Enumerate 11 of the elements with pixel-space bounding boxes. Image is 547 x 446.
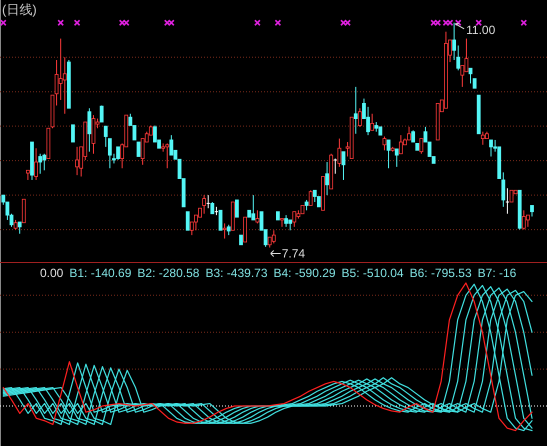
- text: B4: -590.29: [274, 266, 336, 280]
- annotation: 11.00: [466, 22, 496, 37]
- text: B5: -510.04: [342, 266, 404, 280]
- text: B6: -795.53: [410, 266, 472, 280]
- text: B2: -280.58: [137, 266, 200, 280]
- text: B7: -16: [478, 266, 517, 280]
- text: B1: -140.69: [69, 266, 132, 280]
- annotation: 7.74: [282, 246, 306, 261]
- text: B3: -439.73: [205, 266, 268, 280]
- chart-title: (日线): [2, 2, 37, 17]
- text: 0.00: [40, 266, 64, 280]
